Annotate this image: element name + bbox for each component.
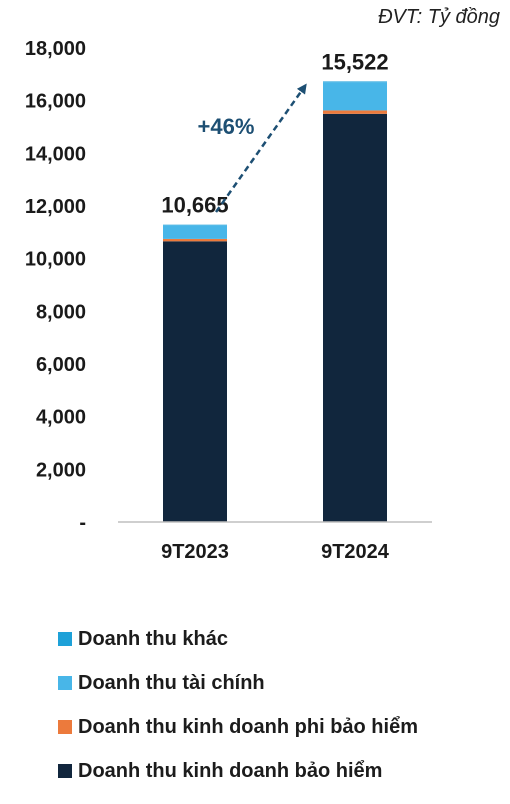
bar-segment bbox=[323, 81, 387, 83]
y-tick-label: 14,000 bbox=[25, 143, 86, 165]
y-tick-label: 16,000 bbox=[25, 91, 86, 113]
bar-segment bbox=[163, 225, 227, 239]
y-tick-label: 10,000 bbox=[25, 249, 86, 271]
growth-arrow bbox=[214, 83, 307, 213]
legend-swatch bbox=[58, 676, 72, 690]
y-tick-label: 4,000 bbox=[36, 407, 86, 429]
legend-item: Doanh thu tài chính bbox=[58, 672, 418, 694]
bar-segment bbox=[323, 113, 387, 522]
y-tick-label: - bbox=[79, 512, 86, 534]
legend-label: Doanh thu kinh doanh phi bảo hiểm bbox=[78, 715, 418, 738]
y-tick-label: 6,000 bbox=[36, 354, 86, 376]
y-tick-label: 12,000 bbox=[25, 196, 86, 218]
legend-swatch bbox=[58, 632, 72, 646]
stacked-bar-chart: - 2,000 4,000 6,000 8,000 10,000 12,000 14,000 1… bbox=[25, 38, 432, 563]
legend-label: Doanh thu kinh doanh bảo hiểm bbox=[78, 759, 383, 782]
growth-label: +46% bbox=[198, 114, 255, 139]
bar-segment bbox=[323, 110, 387, 114]
legend-label: Doanh thu tài chính bbox=[78, 671, 265, 694]
chart-legend: Doanh thu khác Doanh thu tài chính Doanh… bbox=[58, 628, 418, 804]
legend-swatch bbox=[58, 764, 72, 778]
legend-item: Doanh thu kinh doanh phi bảo hiểm bbox=[58, 716, 418, 738]
total-data-label: 15,522 bbox=[321, 49, 388, 74]
x-tick-label: 9T2023 bbox=[161, 541, 229, 563]
y-tick-label: 8,000 bbox=[36, 301, 86, 323]
bar-segment bbox=[163, 241, 227, 522]
bar-segment bbox=[163, 238, 227, 242]
y-tick-label: 2,000 bbox=[36, 459, 86, 481]
legend-item: Doanh thu khác bbox=[58, 628, 418, 650]
legend-item: Doanh thu kinh doanh bảo hiểm bbox=[58, 760, 418, 782]
legend-label: Doanh thu khác bbox=[78, 627, 229, 650]
bar-segment bbox=[163, 224, 227, 226]
y-tick-label: 18,000 bbox=[25, 38, 86, 60]
bar-segment bbox=[323, 82, 387, 111]
unit-label: ĐVT: Tỷ đồng bbox=[378, 6, 500, 28]
x-tick-label: 9T2024 bbox=[321, 541, 390, 563]
total-data-label: 10,665 bbox=[161, 193, 228, 218]
legend-swatch bbox=[58, 720, 72, 734]
